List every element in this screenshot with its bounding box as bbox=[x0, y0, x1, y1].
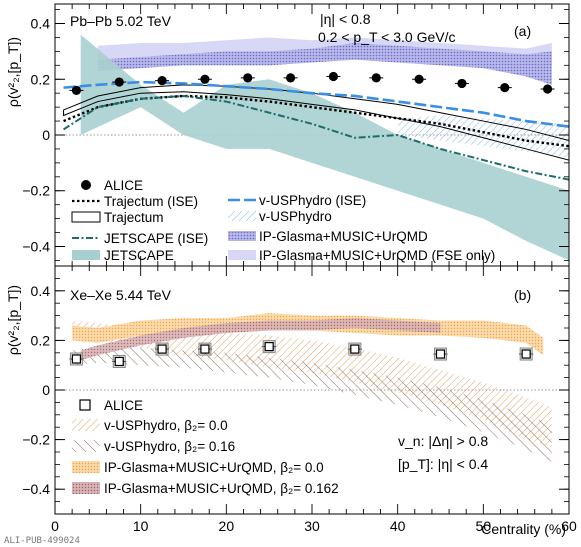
legend-label-vusphydro: v-USPhydro bbox=[259, 209, 332, 224]
panel-b-ylabel: ρ(v²₂,[p_T]) bbox=[5, 285, 21, 355]
x-tick-label: 10 bbox=[133, 518, 149, 534]
legend-label-jetscape: JETSCAPE bbox=[104, 248, 174, 263]
band-a-jetscape bbox=[80, 34, 569, 261]
panel-a: −0.4 −0.2 0 0.2 0.4 Pb–Pb 5.02 TeV |η| < 0.8… bbox=[5, 3, 570, 267]
alice-point-a bbox=[542, 84, 553, 94]
y-tick-label-b: 0.2 bbox=[31, 332, 51, 348]
y-tick-label-a: −0.4 bbox=[22, 238, 50, 254]
legend-swatch-trajectum bbox=[71, 211, 101, 223]
alice-point-a bbox=[457, 78, 467, 89]
panel-a-lines bbox=[63, 80, 569, 181]
legend-swatch-ipglasma-b0 bbox=[72, 461, 100, 473]
alice-point-a bbox=[200, 74, 210, 84]
y-tick-label-b: 0 bbox=[42, 382, 50, 398]
legend-label-vusphydro-b0: v-USPhydro, β₂= 0.0 bbox=[104, 418, 228, 433]
panel-a-bands bbox=[55, 34, 569, 261]
panel-a-ylabel: ρ(v²₂,[p_T]) bbox=[5, 37, 21, 107]
alice-point-b bbox=[521, 349, 531, 359]
legend-label-vusphydro-ise: v-USPhydro (ISE) bbox=[259, 193, 366, 208]
legend-swatch-alice bbox=[81, 180, 91, 190]
alice-point-a bbox=[328, 71, 339, 82]
x-tick-label: 60 bbox=[561, 518, 577, 534]
y-tick-label-a: −0.2 bbox=[22, 183, 50, 199]
panel-a-cut-pt: 0.2 < p_T < 3.0 GeV/c bbox=[318, 29, 456, 45]
legend-swatch-jetscape bbox=[72, 250, 100, 260]
band-a-ip-glasma-music-urqmd bbox=[97, 43, 552, 85]
alice-point-b bbox=[200, 344, 210, 354]
legend-label-alice: ALICE bbox=[104, 178, 143, 193]
line-jetscape-ise bbox=[63, 94, 569, 181]
legend-swatch-vusphydro-b0 bbox=[72, 419, 100, 431]
alice-point-a bbox=[114, 77, 124, 87]
x-tick-label: 40 bbox=[390, 518, 406, 534]
panel-b: −0.4 −0.2 0 0.2 0.4 0 10 20 30 40 50 60 Xe–Xe 5.44 … bbox=[5, 265, 577, 537]
legend-swatch-alice-b bbox=[79, 399, 91, 411]
panel-a-cut-eta: |η| < 0.8 bbox=[320, 11, 371, 27]
panel-b-legend: ALICE v-USPhydro, β₂= 0.0 v-USPhydro, β₂… bbox=[72, 398, 339, 496]
panel-b-cut-pt: [p_T]: |η| < 0.4 bbox=[398, 456, 488, 472]
band-b-ip-glasma-music-urqmd-0-162 bbox=[80, 318, 441, 361]
alice-point-a bbox=[243, 73, 253, 83]
alice-point-b bbox=[114, 356, 124, 367]
legend-label-ipglasma-b0: IP-Glasma+MUSIC+UrQMD, β₂= 0.0 bbox=[104, 460, 324, 475]
line-v-usphydro-ise bbox=[63, 80, 569, 128]
legend-label-trajectum: Trajectum bbox=[104, 210, 164, 225]
legend-label-ipglasma: IP-Glasma+MUSIC+UrQMD bbox=[259, 229, 428, 244]
alice-point-a bbox=[371, 73, 381, 83]
legend-label-ipglasma-b162: IP-Glasma+MUSIC+UrQMD, β₂= 0.162 bbox=[104, 481, 339, 496]
alice-point-b bbox=[435, 349, 446, 359]
alice-point-b bbox=[350, 344, 360, 354]
legend-label-alice-b: ALICE bbox=[104, 398, 143, 413]
panel-b-points bbox=[69, 340, 534, 368]
y-tick-label-b: −0.4 bbox=[22, 481, 50, 497]
legend-swatch-ipglasma-fse bbox=[228, 250, 256, 260]
panel-a-tag: (a) bbox=[514, 23, 531, 39]
legend-label-ipglasma-fse: IP-Glasma+MUSIC+UrQMD (FSE only) bbox=[259, 248, 495, 263]
alice-point-a bbox=[285, 73, 296, 83]
legend-swatch-vusphydro bbox=[228, 211, 256, 221]
footer-id: ALI-PUB-499024 bbox=[4, 536, 80, 546]
legend-swatch-ipglasma-b162 bbox=[72, 482, 100, 494]
x-tick-label: 0 bbox=[51, 518, 59, 534]
y-tick-label-a: 0.2 bbox=[31, 71, 51, 87]
panel-a-points bbox=[69, 71, 555, 96]
y-tick-label-b: 0.4 bbox=[31, 283, 51, 299]
panel-b-tag: (b) bbox=[514, 287, 531, 303]
panel-b-cut-vn: v_n: |Δη| > 0.8 bbox=[398, 433, 488, 449]
x-tick-label: 20 bbox=[219, 518, 235, 534]
y-tick-label-b: −0.2 bbox=[22, 432, 50, 448]
x-tick-label: 50 bbox=[476, 518, 492, 534]
panel-b-ticks: −0.4 −0.2 0 0.2 0.4 0 10 20 30 40 50 60 bbox=[22, 266, 577, 534]
legend-label-trajectum-ise: Trajectum (ISE) bbox=[104, 194, 198, 209]
y-tick-label-a: 0.4 bbox=[31, 16, 51, 32]
legend-swatch-ipglasma bbox=[228, 231, 256, 241]
y-tick-label-a: 0 bbox=[42, 127, 50, 143]
x-axis-label: Centrality (%) bbox=[481, 521, 566, 537]
panel-a-legend-left: ALICE Trajectum (ISE) Trajectum JETSCAPE… bbox=[71, 178, 208, 263]
alice-point-a bbox=[71, 85, 82, 96]
alice-point-a bbox=[157, 76, 167, 86]
panel-a-ticks: −0.4 −0.2 0 0.2 0.4 bbox=[22, 4, 570, 266]
legend-swatch-vusphydro-b16 bbox=[72, 440, 100, 452]
legend-label-vusphydro-b16: v-USPhydro, β₂= 0.16 bbox=[104, 439, 235, 454]
alice-point-b bbox=[157, 344, 167, 354]
alice-point-a bbox=[414, 74, 424, 84]
alice-point-b bbox=[264, 342, 274, 352]
band-a-v-usphydro bbox=[397, 115, 569, 158]
x-tick-label: 30 bbox=[304, 518, 320, 534]
panel-b-system-label: Xe–Xe 5.44 TeV bbox=[70, 287, 172, 303]
legend-label-jetscape-ise: JETSCAPE (ISE) bbox=[104, 231, 208, 246]
panel-a-legend-right: v-USPhydro (ISE) v-USPhydro IP-Glasma+MU… bbox=[228, 193, 495, 263]
alice-point-a bbox=[500, 83, 510, 93]
panel-a-system-label: Pb–Pb 5.02 TeV bbox=[70, 13, 172, 29]
alice-point-b bbox=[71, 354, 82, 364]
